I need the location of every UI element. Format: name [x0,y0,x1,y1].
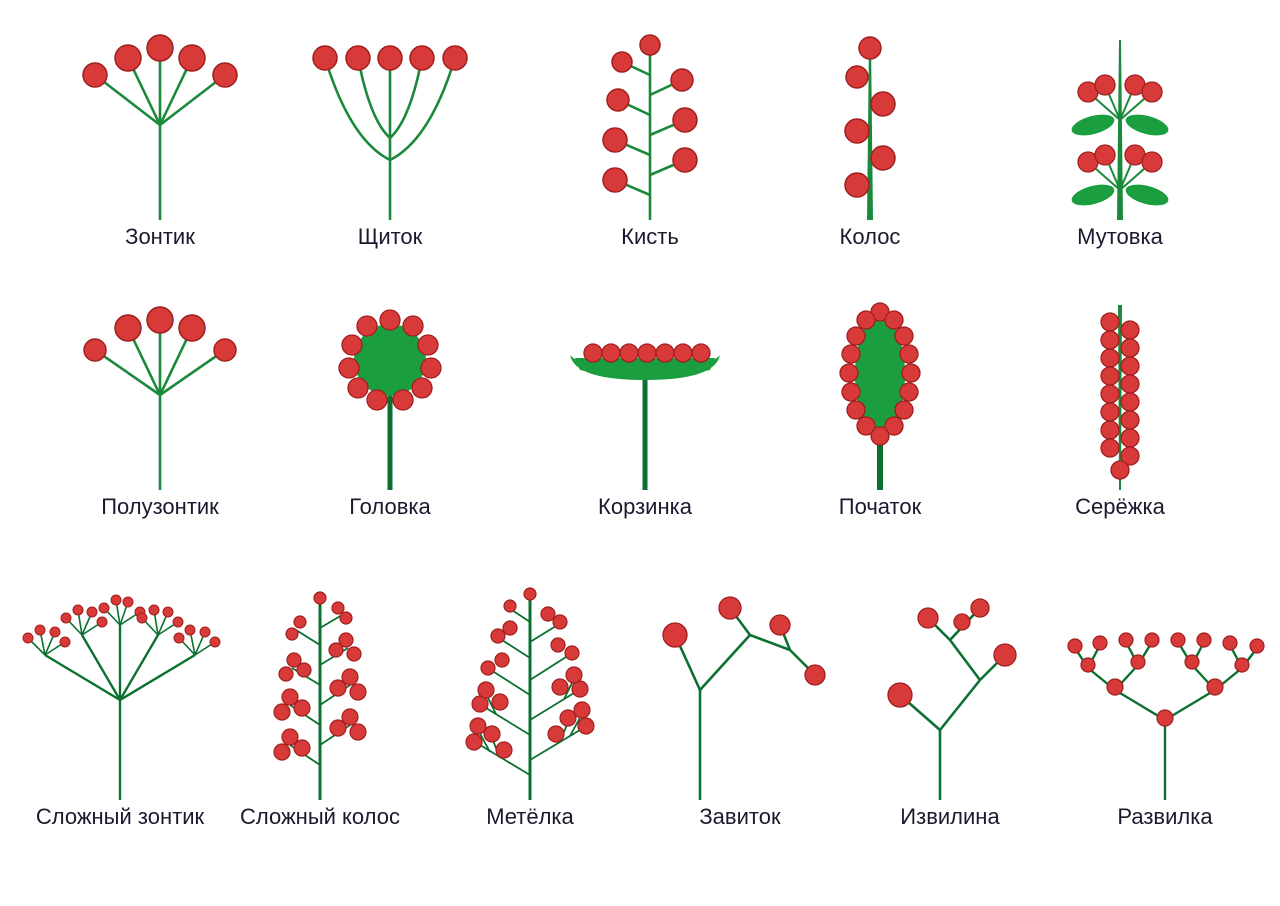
label-kist: Кисть [560,224,740,250]
label-mutovka: Мутовка [1020,224,1220,250]
label-zavitok: Завиток [640,804,840,830]
label-izvilina: Извилина [850,804,1050,830]
item-kolos: Колос [790,30,950,250]
item-korzinka: Корзинка [545,300,745,520]
item-seryozhka: Серёжка [1030,300,1210,520]
diagram-zontik [60,30,260,220]
diagram-metyolka [430,580,630,800]
label-zontik: Зонтик [60,224,260,250]
diagram-poluzontik [60,300,260,490]
diagram-kolos [790,30,950,220]
item-mutovka: Мутовка [1020,30,1220,250]
item-zavitok: Завиток [640,580,840,830]
item-slozhnyy-kolos: Сложный колос [220,580,420,830]
label-slozhnyy-zontik: Сложный зонтик [10,804,230,830]
diagram-razvilka [1060,580,1270,800]
diagram-page: Зонтик Щиток [0,0,1280,906]
diagram-mutovka [1020,30,1220,220]
label-seryozhka: Серёжка [1030,494,1210,520]
label-kolos: Колос [790,224,950,250]
item-izvilina: Извилина [850,580,1050,830]
label-slozhnyy-kolos: Сложный колос [220,804,420,830]
item-golovka: Головка [300,300,480,520]
diagram-golovka [300,300,480,490]
item-kist: Кисть [560,30,740,250]
item-shchitok: Щиток [290,30,490,250]
diagram-seryozhka [1030,300,1210,490]
label-metyolka: Метёлка [430,804,630,830]
item-razvilka: Развилка [1060,580,1270,830]
label-pochatok: Початок [800,494,960,520]
diagram-zavitok [640,580,840,800]
item-slozhnyy-zontik: Сложный зонтик [10,580,230,830]
diagram-shchitok [290,30,490,220]
item-zontik: Зонтик [60,30,260,250]
item-metyolka: Метёлка [430,580,630,830]
diagram-kist [560,30,740,220]
diagram-korzinka [545,300,745,490]
item-poluzontik: Полузонтик [60,300,260,520]
diagram-slozhnyy-kolos [220,580,420,800]
diagram-slozhnyy-zontik [10,580,230,800]
label-shchitok: Щиток [290,224,490,250]
diagram-pochatok [800,300,960,490]
label-poluzontik: Полузонтик [60,494,260,520]
item-pochatok: Початок [800,300,960,520]
diagram-izvilina [850,580,1050,800]
label-golovka: Головка [300,494,480,520]
label-razvilka: Развилка [1060,804,1270,830]
label-korzinka: Корзинка [545,494,745,520]
